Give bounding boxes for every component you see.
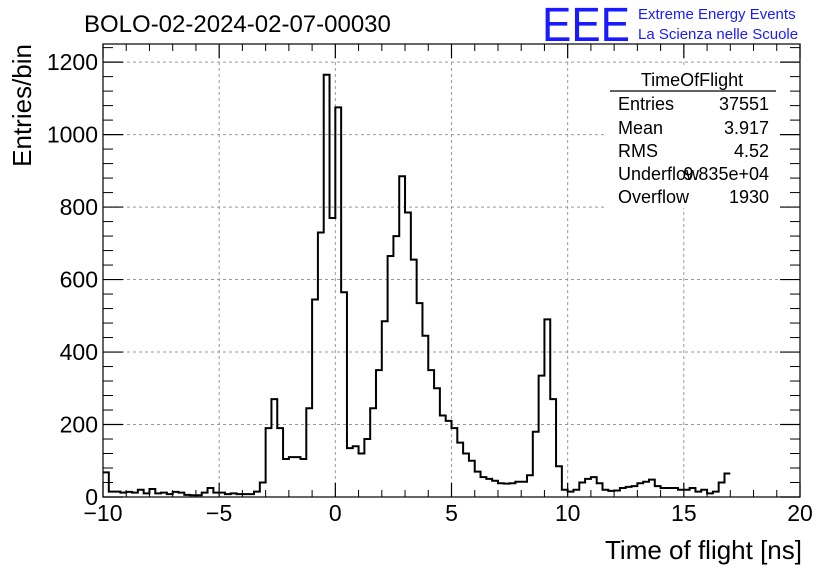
x-tick-label: −5 — [206, 500, 232, 526]
stats-title: TimeOfFlight — [641, 70, 743, 90]
x-tick-label: 5 — [445, 500, 458, 526]
stats-rms-label: RMS — [618, 141, 658, 161]
eee-logo: EEE Extreme Energy Events La Scienza nel… — [542, 0, 798, 52]
logo-line-2: La Scienza nelle Scuole — [638, 26, 798, 43]
stats-box: TimeOfFlight Entries 37551 Mean 3.917 RM… — [606, 66, 778, 208]
y-tick-label: 1000 — [47, 122, 98, 148]
x-tick-label: 10 — [555, 500, 581, 526]
axis-ticks — [102, 44, 801, 498]
y-tick-label: 800 — [60, 194, 98, 220]
stats-mean-label: Mean — [618, 118, 663, 138]
chart-title: BOLO-02-2024-02-07-00030 — [84, 11, 391, 38]
y-tick-label: 600 — [60, 267, 98, 293]
logo-line-1: Extreme Energy Events — [638, 6, 796, 23]
x-tick-label: 15 — [671, 500, 697, 526]
stats-underflow-value: 9.835e+04 — [683, 164, 769, 184]
x-tick-labels: −10 −5 0 5 10 15 20 — [83, 500, 812, 526]
stats-rms-value: 4.52 — [734, 141, 769, 161]
y-tick-label: 0 — [85, 484, 98, 510]
stats-box-background — [606, 66, 778, 208]
stats-overflow-value: 1930 — [729, 187, 769, 207]
logo-letters: EEE — [542, 0, 630, 52]
y-tick-labels: 0 200 400 600 800 1000 1200 — [47, 49, 98, 510]
y-tick-label: 1200 — [47, 49, 98, 75]
stats-mean-value: 3.917 — [724, 118, 769, 138]
x-axis-label: Time of flight [ns] — [605, 535, 802, 565]
stats-entries-value: 37551 — [719, 94, 769, 114]
x-tick-label: −10 — [83, 500, 122, 526]
x-tick-label: 0 — [329, 500, 342, 526]
histogram-line — [103, 73, 731, 497]
y-tick-label: 400 — [60, 339, 98, 365]
x-tick-label: 20 — [787, 500, 813, 526]
y-tick-label: 200 — [60, 412, 98, 438]
grid-lines — [103, 44, 800, 497]
stats-entries-label: Entries — [618, 94, 674, 114]
stats-overflow-label: Overflow — [618, 187, 690, 207]
y-axis-label: Entries/bin — [7, 44, 37, 167]
stats-underflow-label: Underflow — [618, 164, 700, 184]
